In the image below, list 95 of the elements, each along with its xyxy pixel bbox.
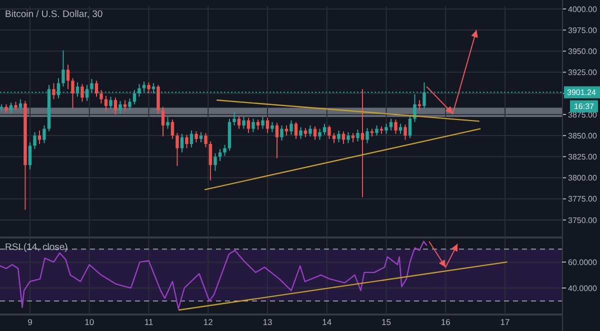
candlestick <box>332 132 336 144</box>
candlestick <box>384 123 388 134</box>
candlestick <box>346 132 350 144</box>
candlestick <box>199 132 203 143</box>
candlestick <box>270 122 274 133</box>
line-series <box>0 240 428 310</box>
candlestick <box>190 130 194 148</box>
candlestick <box>128 98 132 111</box>
candlestick <box>118 100 122 114</box>
candlestick <box>71 78 74 110</box>
candlestick <box>170 119 174 140</box>
chart-title: RSI (14, close) <box>5 242 68 253</box>
candlestick <box>242 116 246 130</box>
y-tick-label: 3825.00 <box>568 152 598 162</box>
y-tick-label: 40.0000 <box>568 284 598 293</box>
candlestick <box>299 126 302 140</box>
x-tick-label: 15 <box>382 317 392 327</box>
candlestick <box>375 124 378 136</box>
candlestick <box>166 116 170 130</box>
candlestick <box>38 130 42 144</box>
candlestick <box>246 117 250 134</box>
candlestick <box>356 129 360 142</box>
candlestick <box>104 95 108 112</box>
candlestick <box>42 124 46 144</box>
candlestick <box>318 128 322 140</box>
candlestick <box>33 132 36 150</box>
candlestick <box>342 130 346 144</box>
candlestick <box>9 102 13 114</box>
candlestick <box>204 132 208 148</box>
candlestick <box>389 118 393 131</box>
y-tick-label: 3950.00 <box>568 46 598 56</box>
x-tick-label: 10 <box>84 317 94 327</box>
candlestick <box>223 144 226 156</box>
candlestick <box>156 84 160 114</box>
x-tick-label: 11 <box>144 317 154 327</box>
candlestick <box>123 100 127 112</box>
candlestick <box>28 142 32 170</box>
candlestick <box>337 130 340 143</box>
candlestick <box>161 106 165 137</box>
candlestick <box>360 88 364 198</box>
candlestick <box>94 80 98 98</box>
candlestick <box>208 140 212 181</box>
candlestick <box>394 119 398 134</box>
y-tick-label: 3775.00 <box>568 194 598 204</box>
candlestick <box>351 132 355 143</box>
y-tick-label: 3800.00 <box>568 174 598 183</box>
candlestick <box>180 133 184 153</box>
candlestick <box>266 117 270 134</box>
candlestick <box>304 127 308 138</box>
candlestick <box>100 89 103 104</box>
y-tick-label: 60.0000 <box>568 258 598 267</box>
candlestick <box>322 123 326 136</box>
candlestick <box>147 82 150 94</box>
x-tick-label: 14 <box>322 317 332 327</box>
candlestick <box>194 130 198 143</box>
y-tick-label: 3975.00 <box>568 26 598 35</box>
candlestick <box>284 124 288 136</box>
candlestick <box>275 122 279 159</box>
candlestick <box>52 82 56 100</box>
ref-line-label: 3901.24 <box>567 88 596 98</box>
candlestick <box>280 124 284 142</box>
candlestick <box>114 97 118 115</box>
candlestick <box>398 123 402 134</box>
candlestick <box>176 132 179 166</box>
candlestick <box>261 116 264 130</box>
x-tick-label: 9 <box>28 317 33 327</box>
candlestick <box>66 64 70 90</box>
candlestick <box>294 122 298 140</box>
candlestick <box>290 120 293 136</box>
candlestick <box>185 134 188 149</box>
candlestick <box>232 111 236 126</box>
candlestick <box>237 116 241 130</box>
candlestick <box>80 84 84 102</box>
x-tick-label: 12 <box>203 317 214 327</box>
x-tick-label: 13 <box>262 317 272 327</box>
candlestick <box>109 96 112 110</box>
text: 16:37 <box>574 102 595 112</box>
candlestick <box>328 124 331 140</box>
y-tick-label: 4000.00 <box>568 4 598 14</box>
x-tick-label: 17 <box>500 317 510 327</box>
candlestick <box>252 118 255 133</box>
candlestick <box>408 114 412 139</box>
y-tick-label: 3875.00 <box>568 110 598 120</box>
x-tick-label: 16 <box>440 317 451 327</box>
candlestick <box>404 124 407 140</box>
y-tick-label: 3850.00 <box>568 131 598 140</box>
candlestick <box>256 119 260 130</box>
candlestick <box>308 124 312 137</box>
candlestick <box>313 126 317 140</box>
chart-title: Bitcoin / U.S. Dollar, 30 <box>5 9 103 20</box>
y-tick-label: 3925.00 <box>568 68 598 78</box>
candlestick <box>366 127 369 144</box>
y-tick-label: 3750.00 <box>568 216 598 225</box>
candlestick <box>62 50 65 88</box>
candlestick <box>214 152 217 172</box>
